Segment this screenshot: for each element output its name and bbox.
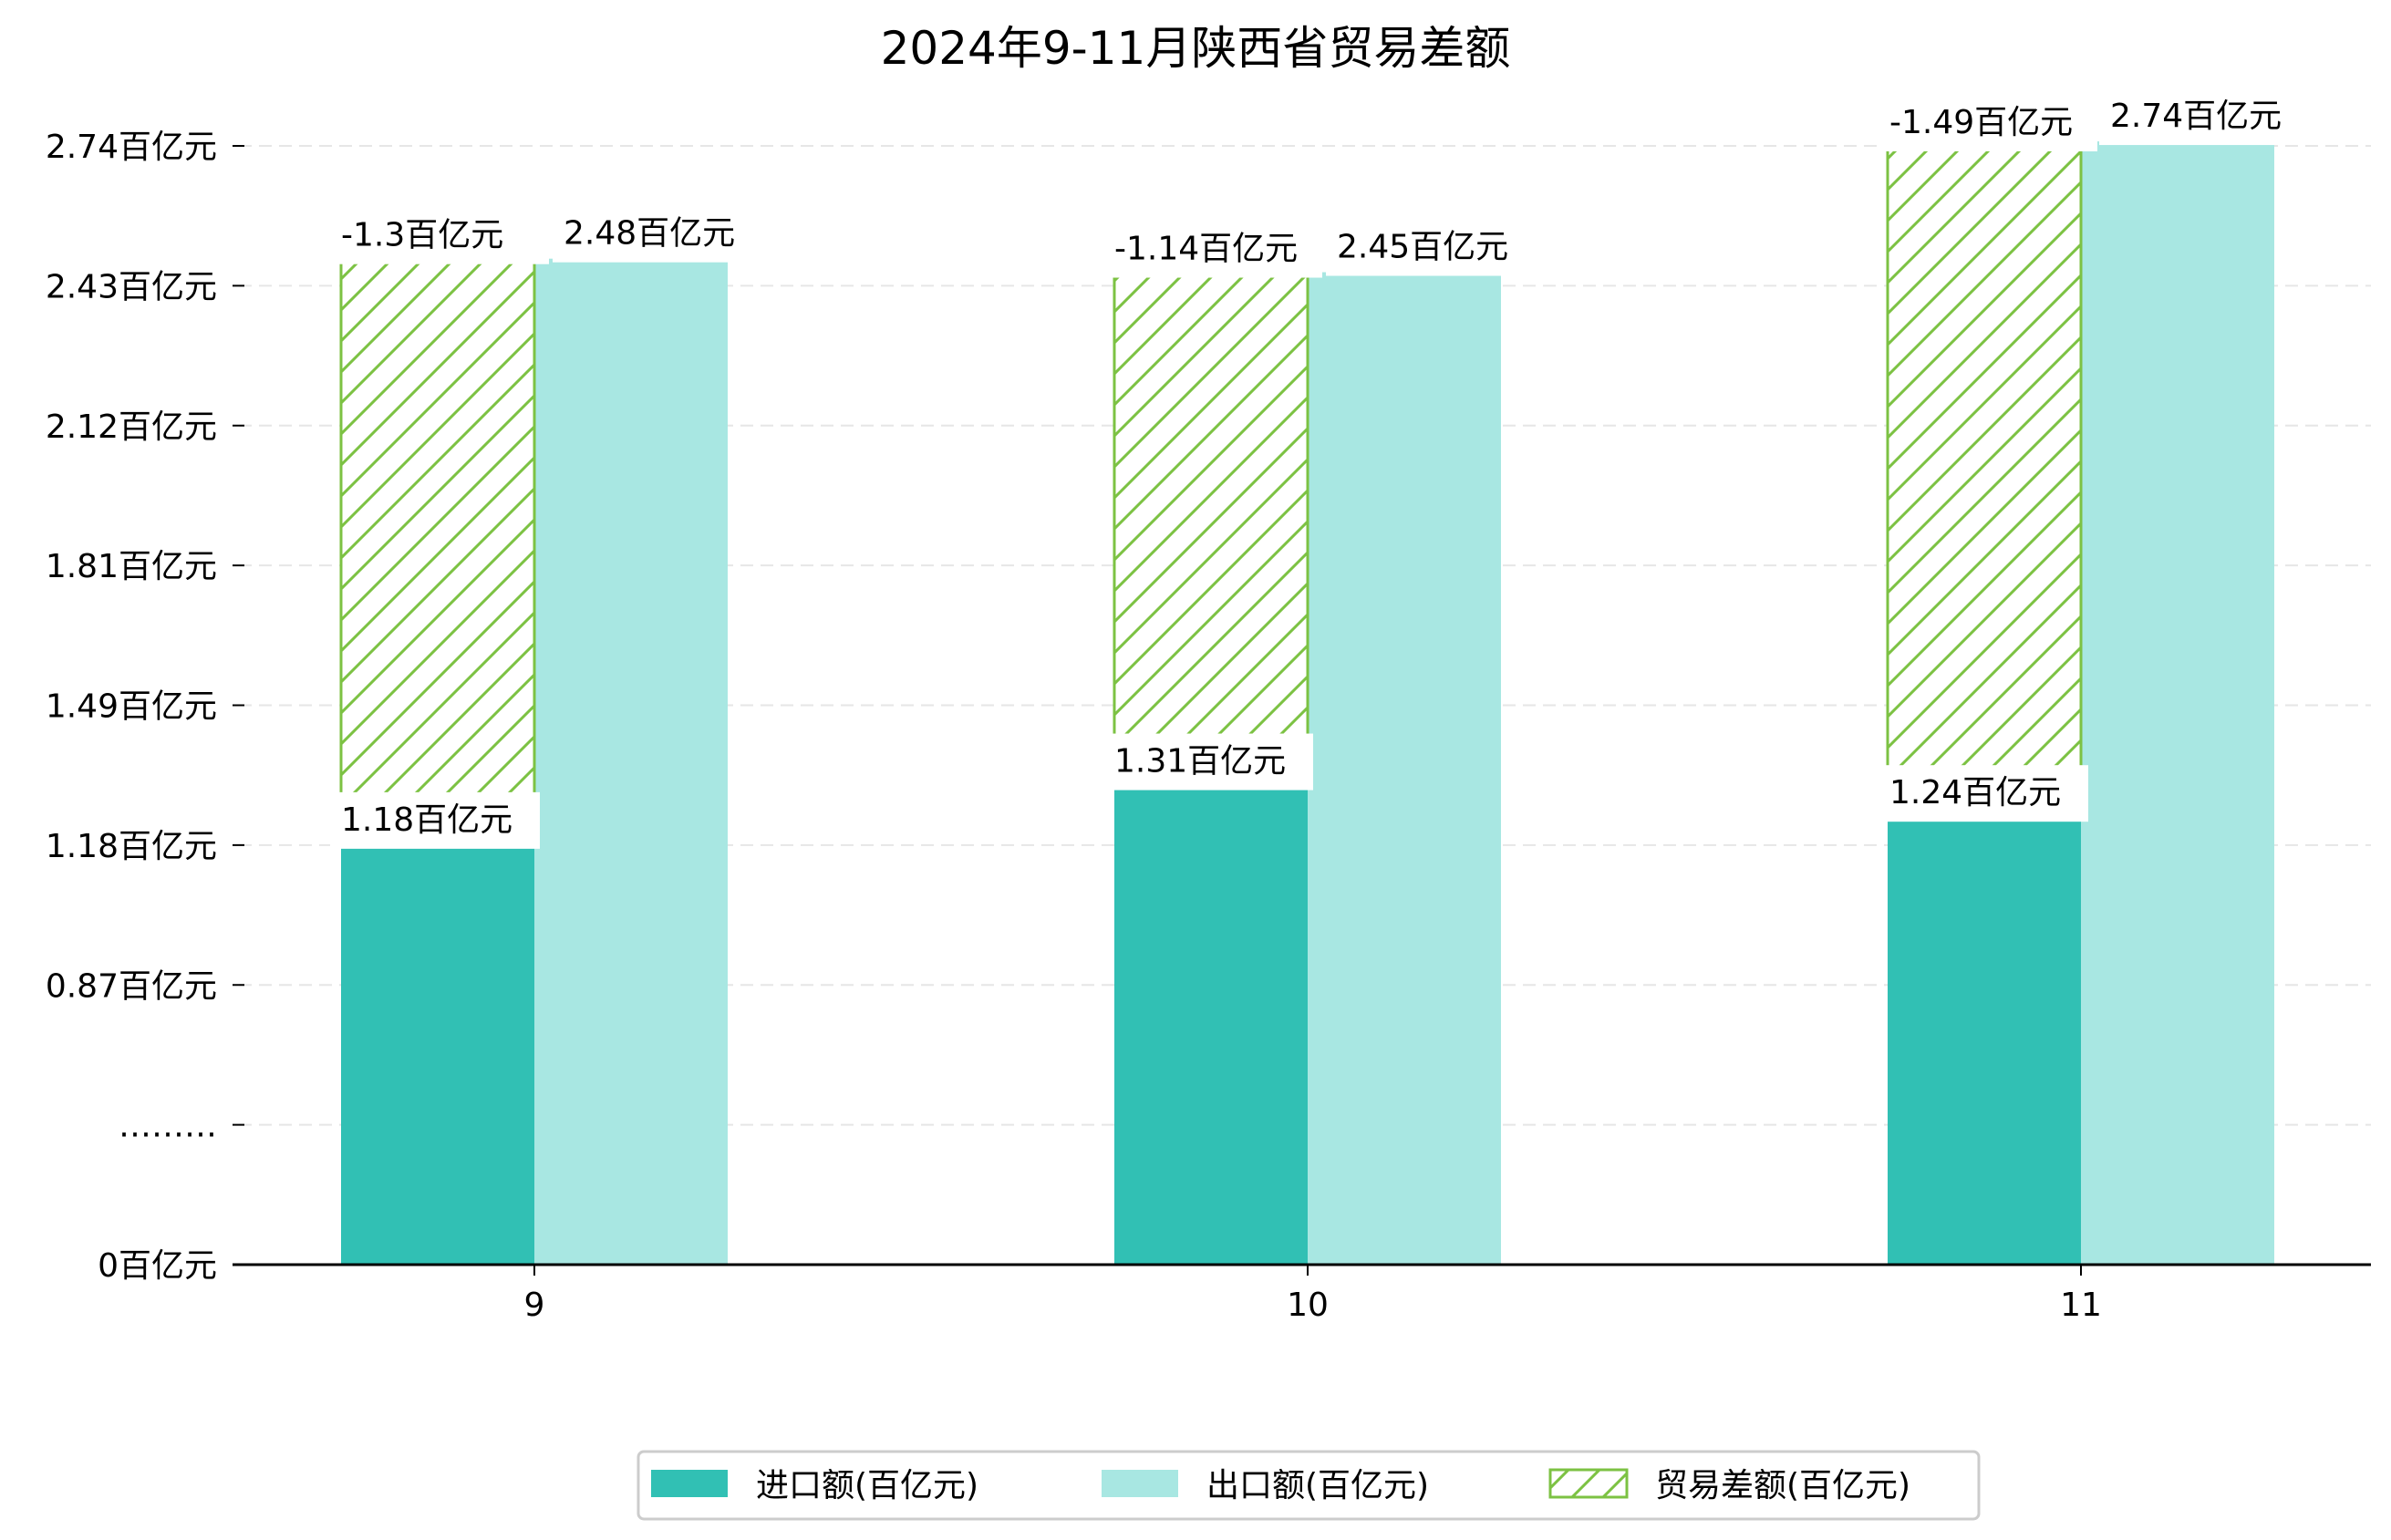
legend-label: 贸易差额(百亿元) bbox=[1655, 1467, 1910, 1504]
balance-bar bbox=[339, 257, 536, 847]
export-bar bbox=[534, 258, 728, 1266]
legend-swatch bbox=[1102, 1470, 1178, 1497]
legend-swatch bbox=[1548, 1468, 1629, 1499]
y-tick-label: 0.87百亿元 bbox=[46, 967, 217, 1005]
data-label: 2.45百亿元 bbox=[1337, 229, 1508, 266]
x-axis: 9 10 11 bbox=[233, 1263, 2371, 1324]
data-labels: 1.18百亿元 -1.3百亿元 2.48百亿元 1.31百亿元 -1.14百亿元 2.45… bbox=[330, 88, 2291, 849]
data-label-bg bbox=[330, 207, 549, 264]
legend-label: 进口额(百亿元) bbox=[756, 1467, 978, 1504]
import-bar bbox=[1888, 818, 2081, 1265]
y-axis: 0百亿元 ……… 0.87百亿元 1.18百亿元 1.49百亿元 1.81百亿元 2.12百… bbox=[46, 129, 244, 1285]
legend-box bbox=[637, 1450, 1981, 1521]
data-label: 1.31百亿元 bbox=[1114, 743, 1286, 780]
data-label: 2.48百亿元 bbox=[564, 215, 735, 253]
y-tick-label: 2.74百亿元 bbox=[46, 129, 217, 166]
y-tick-label: 2.43百亿元 bbox=[46, 268, 217, 305]
balance-bar bbox=[1113, 271, 1309, 789]
data-label: -1.3百亿元 bbox=[341, 217, 503, 254]
data-label-bg bbox=[1103, 221, 1322, 278]
data-label-bg bbox=[1326, 219, 1517, 276]
data-label: 2.74百亿元 bbox=[2110, 98, 2282, 135]
chart-title: 2024年9-11月陕西省贸易差额 bbox=[881, 22, 1511, 75]
bars bbox=[339, 141, 2274, 1266]
import-bar bbox=[341, 844, 534, 1265]
data-label-bg bbox=[2099, 88, 2291, 146]
data-label-bg bbox=[330, 791, 540, 849]
data-label-bg bbox=[1879, 95, 2097, 151]
x-tick-label: 10 bbox=[1287, 1287, 1329, 1324]
export-bar bbox=[2081, 141, 2274, 1266]
data-label-bg bbox=[1879, 765, 2088, 822]
y-tick-label: 1.81百亿元 bbox=[46, 548, 217, 585]
y-tick-label: 1.49百亿元 bbox=[46, 688, 217, 726]
y-tick-label: 2.12百亿元 bbox=[46, 408, 217, 446]
export-bar bbox=[1308, 272, 1501, 1266]
balance-bar bbox=[1886, 144, 2083, 820]
data-label-bg bbox=[553, 205, 744, 263]
data-label: -1.14百亿元 bbox=[1114, 231, 1298, 268]
data-label-bg bbox=[1103, 733, 1313, 791]
y-tick-label: ……… bbox=[119, 1108, 217, 1145]
data-label: -1.49百亿元 bbox=[1889, 104, 2073, 141]
y-tick-label: 0百亿元 bbox=[98, 1247, 217, 1285]
legend-swatch bbox=[651, 1470, 728, 1497]
legend-label: 出口额(百亿元) bbox=[1206, 1467, 1429, 1504]
x-tick-label: 9 bbox=[524, 1287, 545, 1324]
data-label: 1.18百亿元 bbox=[341, 801, 512, 839]
y-tick-label: 1.18百亿元 bbox=[46, 828, 217, 865]
data-label: 1.24百亿元 bbox=[1889, 774, 2061, 811]
x-tick-label: 11 bbox=[2060, 1287, 2102, 1324]
legend: 进口额(百亿元) 出口额(百亿元) 贸易差额(百亿元) bbox=[637, 1450, 1981, 1521]
import-bar bbox=[1114, 786, 1308, 1265]
